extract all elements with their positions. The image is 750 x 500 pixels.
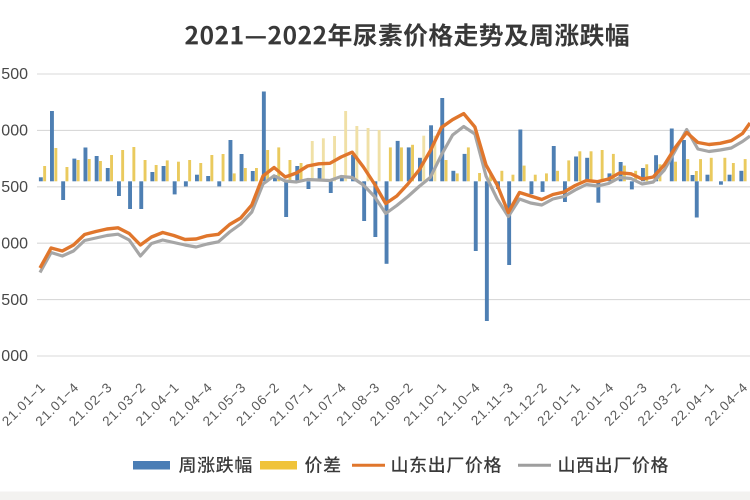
svg-text:500: 500 — [1, 179, 28, 196]
svg-text:500: 500 — [1, 292, 28, 309]
svg-text:500: 500 — [1, 66, 28, 83]
svg-text:000: 000 — [1, 348, 28, 365]
svg-text:000: 000 — [1, 235, 28, 252]
svg-text:000: 000 — [1, 123, 28, 140]
